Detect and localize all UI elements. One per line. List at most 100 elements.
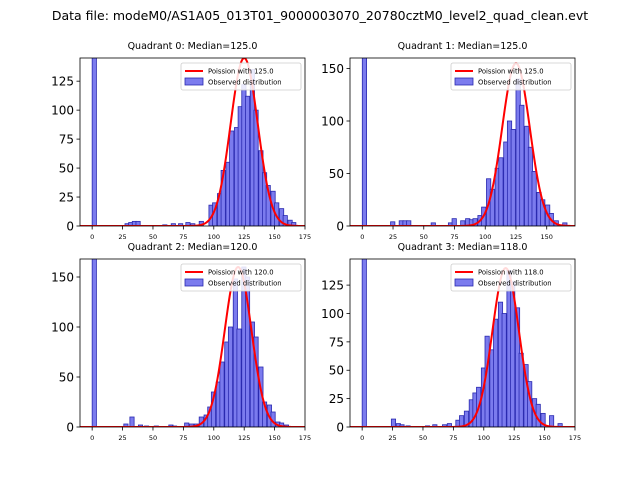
axes-frame — [349, 258, 576, 428]
histogram-bar — [390, 418, 397, 427]
x-tick-label: 75 — [449, 434, 457, 442]
x-tick-label: 75 — [179, 233, 187, 241]
x-tick-label: 100 — [478, 434, 490, 442]
y-tick-label: 0 — [66, 421, 74, 435]
subplot-title: Quadrant 3: Median=118.0 — [398, 242, 528, 253]
histogram-bar — [361, 259, 367, 427]
legend: Poission with 120.0 Observed distribution — [180, 263, 302, 292]
legend-bar-swatch — [454, 278, 474, 287]
x-tick-label: 50 — [420, 233, 428, 241]
x-tick-label: 50 — [149, 434, 157, 442]
subplot-title: Quadrant 2: Median=120.0 — [128, 242, 258, 253]
legend-box — [180, 263, 302, 292]
y-tick-label: 75 — [59, 133, 74, 147]
subplot-title: Quadrant 1: Median=125.0 — [398, 41, 528, 52]
plot-area — [350, 259, 575, 427]
histogram-bar — [123, 423, 129, 427]
legend: Poission with 118.0 Observed distribution — [450, 263, 572, 292]
x-tick-label: 125 — [508, 434, 520, 442]
histogram-bar — [557, 423, 563, 427]
histogram-bar — [531, 170, 537, 226]
histogram-bar — [540, 412, 546, 427]
x-tick-label: 0 — [360, 434, 364, 442]
histogram-bar — [229, 130, 235, 226]
poisson-curve — [350, 267, 575, 427]
x-tick-label: 25 — [118, 434, 126, 442]
legend-label-poisson: Poission with 125.0 — [478, 68, 544, 76]
x-tick-label: 150 — [538, 434, 550, 442]
y-tick-label: 50 — [329, 167, 344, 181]
histogram-bar — [446, 423, 452, 427]
subplots-grid: 0 25 50 75 100 125 150 1750255075100125Quadrant… — [51, 41, 581, 442]
y-tick-label: 0 — [336, 220, 344, 234]
histogram-bar — [451, 218, 457, 226]
x-tick-label: 25 — [388, 434, 396, 442]
poisson-curve — [80, 265, 305, 427]
x-tick-label: 125 — [238, 233, 250, 241]
histogram-bar — [493, 318, 499, 427]
x-tick-label: 125 — [510, 233, 522, 241]
histogram-bar — [91, 58, 97, 226]
y-tick-label: 100 — [51, 321, 74, 335]
histogram-bar — [129, 416, 135, 427]
y-tick-label: 75 — [329, 335, 344, 349]
y-tick-label: 125 — [321, 279, 344, 293]
y-tick-label: 150 — [51, 271, 74, 285]
figure-title: Data file: modeM0/AS1A05_013T01_90000030… — [52, 8, 588, 23]
y-tick-label: 50 — [59, 371, 74, 385]
histogram-bar — [184, 422, 190, 427]
y-tick-label: 50 — [59, 162, 74, 176]
y-tick-label: 100 — [321, 115, 344, 129]
x-tick-label: 25 — [118, 233, 126, 241]
subplot-quadrant-2: 0 25 50 75 100 125 150 175 0 50 100 150 Quadrant 2: … — [51, 242, 311, 442]
histogram-bar — [498, 157, 504, 226]
histogram-bar — [459, 415, 465, 427]
legend-box — [450, 263, 572, 292]
x-tick-label: 150 — [268, 434, 280, 442]
x-tick-label: 75 — [450, 233, 458, 241]
x-tick-label: 0 — [90, 233, 94, 241]
legend-label-poisson: Poission with 120.0 — [208, 269, 274, 277]
legend-bar-swatch — [184, 278, 204, 287]
histogram-bar — [510, 128, 516, 226]
x-tick-label: 50 — [149, 233, 157, 241]
y-tick-label: 25 — [59, 191, 74, 205]
histogram-bar — [210, 391, 217, 427]
y-tick-label: 25 — [329, 392, 344, 406]
histogram-bar — [432, 424, 438, 427]
legend-label-observed: Observed distribution — [208, 79, 282, 87]
axes-frame — [79, 258, 306, 428]
axes-frame — [349, 57, 576, 227]
histogram-bar — [390, 221, 396, 226]
histogram-bar — [282, 215, 288, 226]
histogram-bar — [442, 424, 448, 427]
subplot-quadrant-0: 0 25 50 75 100 125 150 175 0 25 50 75 100 125 Quadrant… — [51, 41, 311, 241]
legend-label-poisson: Poission with 125.0 — [208, 68, 274, 76]
histogram-bar — [562, 222, 568, 226]
legend-bar-swatch — [454, 77, 474, 86]
histogram-bar — [361, 58, 367, 226]
x-tick-label: 100 — [479, 233, 491, 241]
legend-label-observed: Observed distribution — [208, 280, 282, 288]
x-tick-label: 25 — [389, 233, 397, 241]
legend: Poission with 125.0 Observed distribution — [180, 62, 302, 91]
subplot-title: Quadrant 0: Median=125.0 — [128, 41, 258, 52]
legend-label-observed: Observed distribution — [478, 280, 552, 288]
legend: Poission with 125.0 Observed distribution — [450, 62, 572, 91]
legend-box — [180, 62, 302, 91]
y-tick-label: 0 — [66, 220, 74, 234]
x-tick-label: 100 — [208, 434, 220, 442]
histogram-bar — [219, 361, 225, 427]
y-tick-label: 0 — [336, 421, 344, 435]
subplot-quadrant-3: 0 25 50 75 100 125 150 175 0 25 50 75 100 125 Quadrant… — [321, 242, 581, 442]
histogram-bar — [549, 415, 555, 427]
histogram-bar — [91, 259, 97, 427]
x-tick-label: 150 — [268, 233, 280, 241]
x-tick-label: 175 — [299, 233, 311, 241]
legend-bar-swatch — [184, 77, 204, 86]
x-tick-label: 0 — [360, 233, 364, 241]
histogram-bar — [291, 222, 297, 226]
histogram-bar — [460, 220, 466, 226]
x-tick-label: 175 — [299, 434, 311, 442]
